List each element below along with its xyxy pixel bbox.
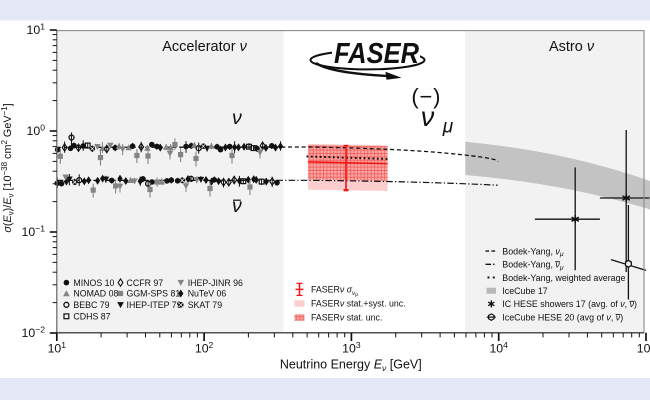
svg-text:NOMAD 08: NOMAD 08: [73, 289, 118, 299]
svg-text:ν: ν: [421, 102, 435, 132]
svg-text:FASERν stat. unc.: FASERν stat. unc.: [311, 313, 382, 323]
svg-text:IceCube HESE 20 (avg of ν, ν): IceCube HESE 20 (avg of ν, ν): [502, 312, 623, 322]
svg-text:SKAT 79: SKAT 79: [188, 300, 223, 310]
svg-text:(−): (−): [411, 84, 441, 109]
svg-text:ν: ν: [232, 195, 242, 217]
svg-text:IC HESE showers 17 (avg. of ν,: IC HESE showers 17 (avg. of ν, ν): [502, 299, 637, 309]
svg-text:NuTeV 06: NuTeV 06: [188, 289, 227, 299]
svg-text:105: 105: [637, 340, 650, 356]
svg-text:Neutrino Energy Eν [GeV]: Neutrino Energy Eν [GeV]: [280, 358, 422, 374]
svg-text:IHEP-JINR 96: IHEP-JINR 96: [188, 278, 243, 288]
svg-text:MINOS 10: MINOS 10: [73, 278, 114, 288]
svg-text:CCFR 97: CCFR 97: [127, 278, 164, 288]
svg-text:ν: ν: [232, 107, 242, 129]
svg-text:Bodek-Yang, weighted average: Bodek-Yang, weighted average: [502, 273, 625, 283]
svg-text:GGM-SPS 81: GGM-SPS 81: [127, 289, 181, 299]
svg-text:Bodek-Yang, νμ: Bodek-Yang, νμ: [502, 260, 564, 272]
svg-text:FASER: FASER: [334, 38, 419, 70]
svg-text:IceCube 17: IceCube 17: [502, 286, 547, 296]
svg-text:μ: μ: [442, 117, 454, 138]
svg-text:CDHS 87: CDHS 87: [73, 312, 110, 322]
svg-text:σ(Eν)/Eν [10−38 cm2 GeV−1]: σ(Eν)/Eν [10−38 cm2 GeV−1]: [0, 103, 15, 232]
svg-text:BEBC 79: BEBC 79: [73, 300, 109, 310]
svg-text:Accelerator ν: Accelerator ν: [162, 39, 247, 55]
svg-text:Bodek-Yang, νμ: Bodek-Yang, νμ: [502, 246, 564, 258]
svg-text:FASERν stat.+syst. unc.: FASERν stat.+syst. unc.: [311, 299, 406, 309]
svg-text:Astro ν: Astro ν: [549, 39, 595, 55]
svg-text:IHEP-ITEP 79: IHEP-ITEP 79: [127, 300, 182, 310]
